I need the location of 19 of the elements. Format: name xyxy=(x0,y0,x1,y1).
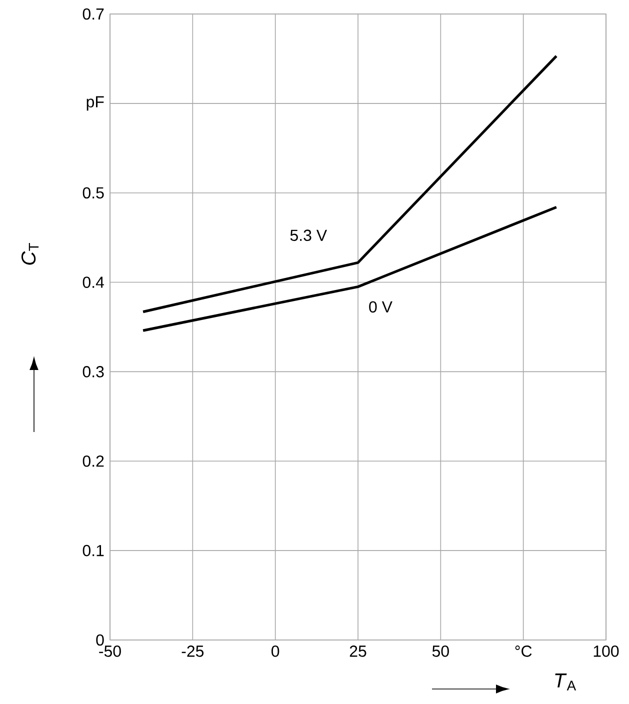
y-tick-label: 0.2 xyxy=(82,455,104,467)
y-tick-label: 0.5 xyxy=(82,187,104,199)
y-tick-label: 0 xyxy=(96,634,104,646)
x-tick-label: 0 xyxy=(272,646,280,657)
x-tick-label: 25 xyxy=(350,646,366,657)
series-label: 0 V xyxy=(369,301,392,313)
x-tick-label: 100 xyxy=(594,646,619,657)
x-tick-label: -50 xyxy=(99,646,121,657)
x-tick-label: 50 xyxy=(432,646,449,657)
x-tick-label: -25 xyxy=(182,646,204,657)
series-label: 5.3 V xyxy=(290,230,327,241)
y-tick-label: 0.1 xyxy=(82,544,104,556)
x-tick-label: °C xyxy=(515,646,532,657)
y-tick-label: 0.3 xyxy=(82,366,104,378)
y-axis-title: C$_{T}$ xyxy=(21,243,39,265)
x-axis-title: T$_{A}$ xyxy=(555,674,576,690)
y-tick-label: 0.4 xyxy=(82,276,104,288)
y-tick-label: pF xyxy=(86,96,104,111)
y-tick-label: 0.7 xyxy=(82,8,104,20)
